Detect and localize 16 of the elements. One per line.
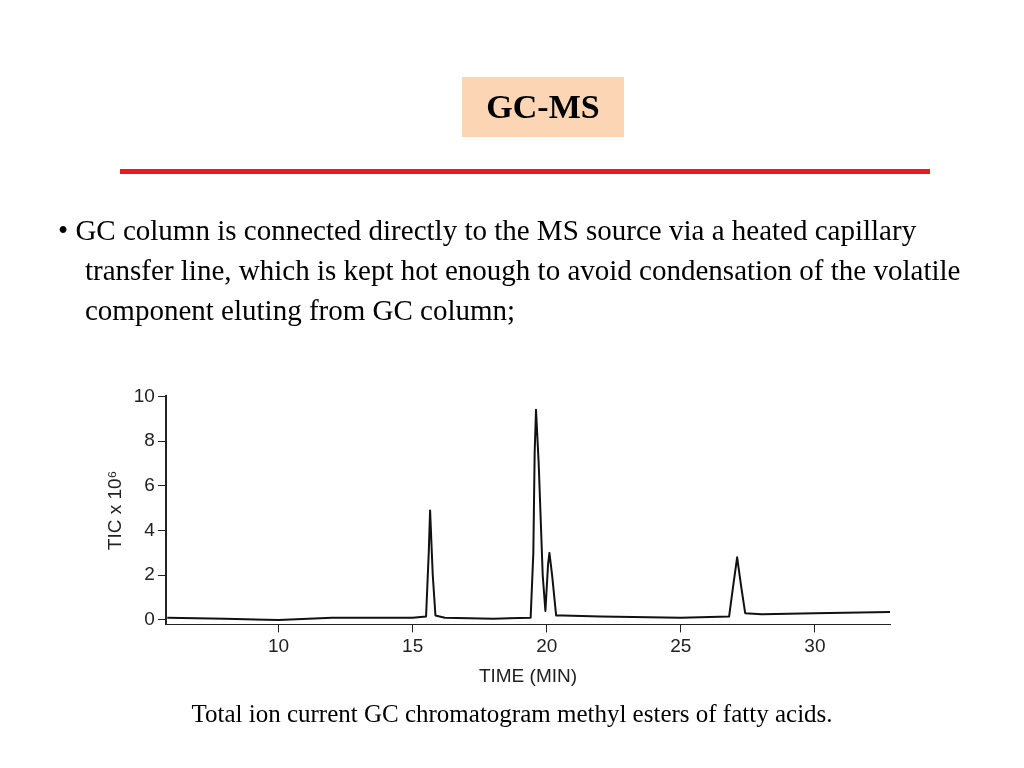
y-tick-label: 4 (144, 518, 156, 540)
text: Total ion current GC chromatogram methyl esters of fatty acids. (190, 700, 834, 728)
x-tick-label: 30 (804, 635, 826, 657)
x-tick-label: 10 (268, 635, 290, 657)
chart-title: GC-MS (462, 77, 624, 137)
y-tick-label: 10 (133, 384, 155, 406)
y-tick-label: 8 (144, 429, 155, 451)
x-tick-label: 15 (402, 635, 424, 657)
text: • GC column is connected directly to the MS source via a heated capillary transfer line, which is kept hot enough to avoid condensation of the volatile component eluting from GC column; (58, 213, 962, 328)
x-axis-title: TIME (MIN) (478, 664, 578, 686)
y-axis-title: TIC x 10⁶ (103, 470, 125, 551)
x-tick-label: 20 (536, 635, 558, 657)
x-tick-label: 25 (670, 635, 692, 657)
y-tick-label: 6 (144, 474, 155, 496)
y-tick-label: 0 (144, 608, 155, 630)
y-tick-label: 2 (144, 563, 155, 585)
